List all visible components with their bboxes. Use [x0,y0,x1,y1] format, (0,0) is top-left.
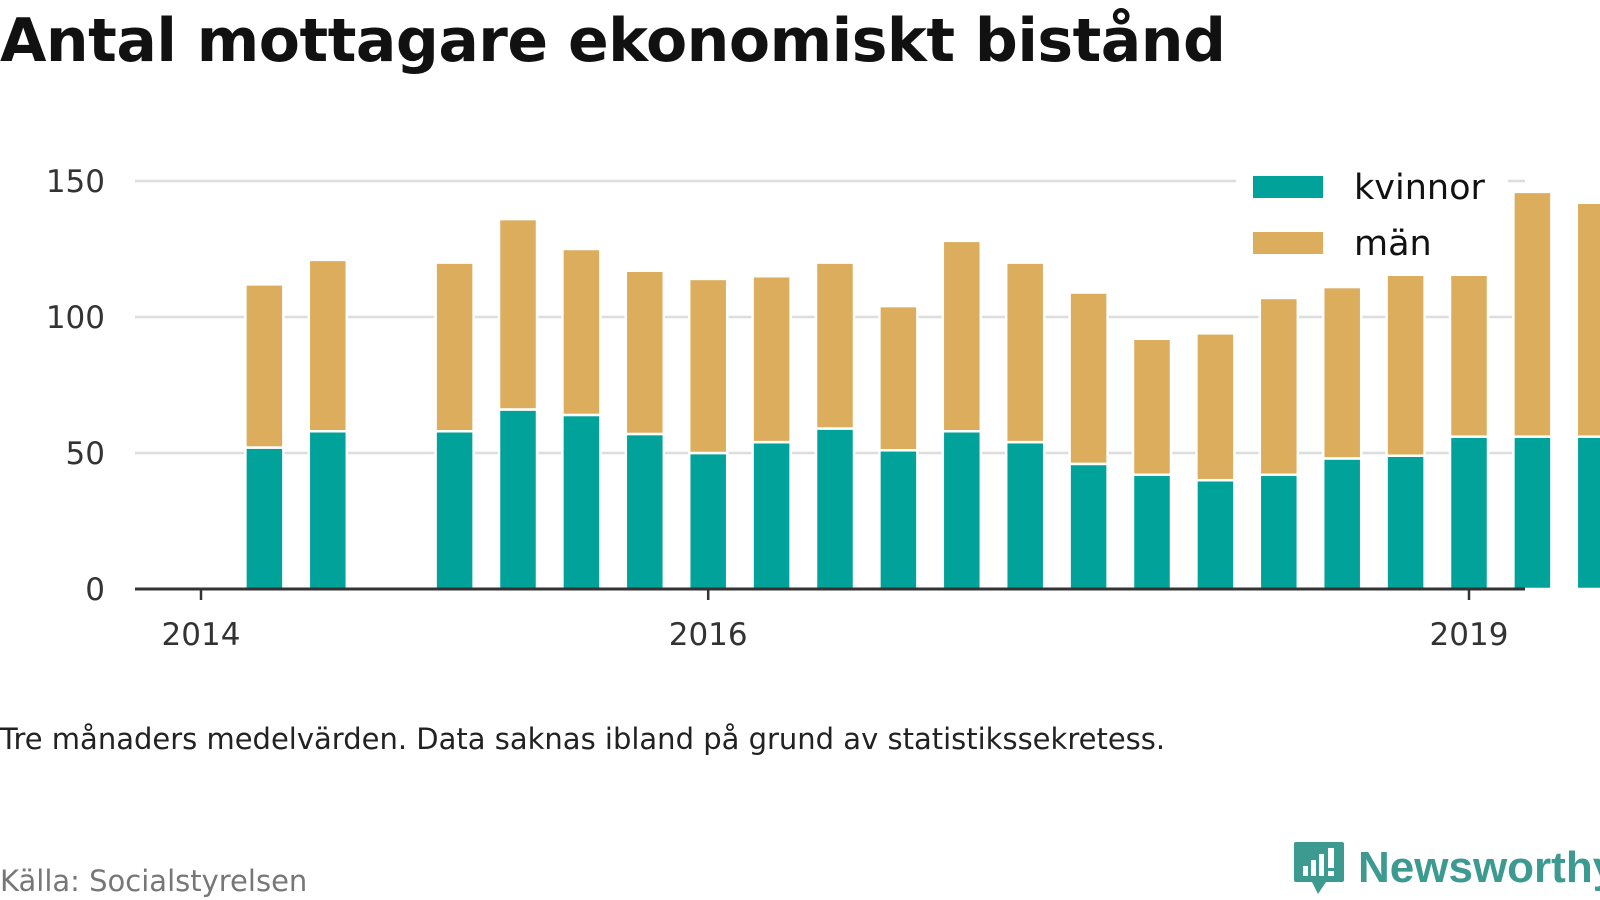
y-tick-label: 50 [66,436,105,472]
bar-män [1512,190,1553,438]
y-tick-label: 100 [46,300,105,336]
bar-kvinnor [1321,457,1363,591]
legend-label-kvinnor: kvinnor [1354,168,1485,208]
y-tick-label: 150 [46,164,105,200]
source-credit: Källa: Socialstyrelsen [0,864,308,898]
bar-män [814,261,856,430]
bar-kvinnor [624,432,666,591]
x-tick-label: 2014 [162,617,241,653]
bar-män [687,277,729,455]
x-tick-label: 2016 [669,617,748,653]
bar-kvinnor [1004,440,1046,591]
bar-män [434,261,475,433]
bar-kvinnor [497,408,539,591]
bar-män [497,217,539,411]
y-tick-label: 0 [85,572,105,608]
bar-kvinnor [434,429,475,591]
legend-swatch-kvinnor [1253,176,1323,198]
x-tick-label: 2019 [1430,617,1509,653]
bar-män [1385,272,1426,457]
bar-kvinnor [1068,462,1109,591]
bar-män [878,304,919,452]
bar-kvinnor [941,429,983,591]
bar-män [624,269,666,436]
brand-name: Newsworthy [1358,843,1600,892]
bar-kvinnor [561,413,602,591]
bar-män [1321,285,1363,460]
bar-män [561,247,602,417]
legend: kvinnor män [1236,160,1508,276]
bar-kvinnor [878,449,919,591]
bar-män [244,283,285,449]
bar-kvinnor [1512,435,1553,591]
bar-kvinnor [1195,478,1236,591]
bar-män [307,258,349,433]
bar-män [941,239,983,433]
bar-kvinnor [814,427,856,591]
chart-note: Tre månaders medelvärden. Data saknas ib… [0,722,1166,756]
chart-title: Antal mottagare ekonomiskt bistånd [0,6,1226,76]
bar-män [1258,296,1300,477]
bar-kvinnor [1131,473,1173,591]
bar-män [1195,332,1236,482]
bar-kvinnor [1258,473,1300,591]
legend-label-män: män [1354,224,1432,264]
bar-kvinnor [307,429,349,591]
bar-kvinnor [687,451,729,591]
newsworthy-logo-icon [1294,842,1344,894]
bar-män [1068,291,1109,466]
bar-kvinnor [1385,454,1426,591]
bar-kvinnor [244,446,285,591]
bar-män [1575,201,1600,438]
bar-kvinnor [751,440,792,591]
brand-logo: Newsworthy [1292,840,1600,896]
bar-män [1004,261,1046,444]
legend-swatch-män [1253,232,1323,254]
bar-kvinnor [1448,435,1490,591]
bar-män [1131,337,1173,477]
bar-kvinnor [1575,435,1600,591]
bar-män [751,274,792,444]
